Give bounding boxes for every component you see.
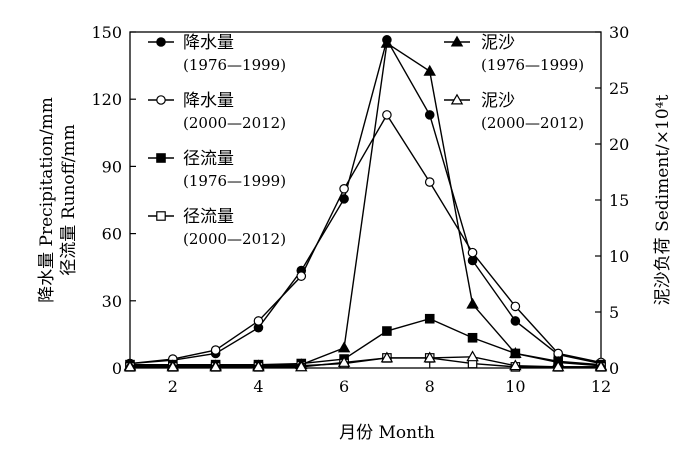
data-point (337, 355, 351, 367)
legend-marker (450, 93, 464, 105)
series-layer (123, 35, 608, 372)
data-point (123, 360, 137, 372)
legend-marker (156, 153, 166, 163)
x-tick-label: 10 (505, 377, 525, 396)
data-point (424, 177, 435, 187)
legend-marker (156, 95, 166, 105)
y-right-tick-label: 20 (609, 135, 629, 154)
data-point (467, 255, 478, 266)
y-axis-left-title-line2: 径流量 Runoff/mm (59, 124, 79, 275)
data-point (382, 326, 392, 336)
legend-label: 泥沙 (481, 91, 515, 111)
data-point (209, 360, 222, 372)
y-right-tick-label: 5 (609, 303, 619, 322)
data-point (467, 332, 478, 343)
series-4 (123, 36, 608, 371)
data-point (510, 316, 521, 326)
legend-period: (1976—1999) (183, 56, 286, 74)
legend-item: 泥沙 (2000—2012) (444, 91, 584, 132)
data-point (380, 351, 394, 363)
data-point (594, 360, 608, 372)
x-tick-label: 12 (591, 377, 611, 396)
data-point (337, 341, 351, 353)
y-right-tick-label: 10 (609, 247, 629, 266)
series-line (130, 42, 602, 367)
y-left-tick-label: 90 (102, 157, 122, 176)
data-point (551, 360, 565, 372)
data-point (510, 301, 521, 312)
y-right-tick-label: 25 (609, 79, 629, 98)
series-5 (123, 350, 608, 372)
y-left-tick-label: 150 (91, 23, 122, 42)
legend-marker (156, 37, 166, 47)
legend-period: (1976—1999) (481, 56, 584, 74)
legend-marker (156, 211, 166, 221)
data-point (253, 316, 264, 326)
x-tick-label: 8 (425, 377, 435, 396)
legend-period: (2000—2012) (183, 230, 286, 248)
legend-label: 降水量 (183, 33, 234, 53)
legend-item: 泥沙 (1976—1999) (444, 33, 584, 74)
x-tick-label: 4 (253, 377, 263, 396)
data-point (295, 360, 308, 372)
y-left-tick-label: 30 (102, 292, 122, 311)
y-left-tick-label: 60 (102, 225, 122, 244)
legend-label: 降水量 (183, 91, 234, 111)
series-line (130, 317, 602, 366)
y-axis-right-title: 泥沙负荷 Sediment/×10⁴t (653, 95, 673, 306)
data-point (166, 360, 180, 372)
legend-period: (2000—2012) (183, 114, 286, 132)
data-point (339, 184, 349, 194)
data-point (424, 313, 435, 324)
y-right-tick-label: 0 (609, 359, 619, 378)
data-point (380, 36, 394, 48)
data-point (466, 297, 479, 309)
legend-label: 径流量 (183, 207, 234, 227)
x-axis-title: 月份 Month (339, 423, 435, 443)
legend-item: 降水量 (2000—2012) (148, 91, 286, 132)
series-line (130, 356, 601, 368)
data-point (423, 351, 436, 363)
series-line (129, 38, 602, 365)
legend-item: 降水量 (1976—1999) (148, 33, 286, 74)
data-point (467, 247, 478, 258)
y-axis-left-title-line1: 降水量 Precipitation/mm (37, 97, 57, 303)
legend: 降水量 (1976—1999) 降水量 (2000—2012) 径流量 (1976—199… (148, 33, 584, 248)
legend-item: 径流量 (2000—2012) (148, 207, 286, 248)
data-point (509, 359, 522, 371)
series-line (129, 113, 602, 365)
legend-item: 径流量 (1976—1999) (148, 149, 286, 190)
x-tick-label: 6 (339, 377, 349, 396)
data-point (382, 110, 392, 120)
legend-marker (450, 35, 464, 47)
data-point (466, 350, 479, 362)
data-point (509, 347, 522, 358)
y-left-tick-label: 0 (112, 359, 122, 378)
y-right-tick-label: 15 (609, 191, 629, 210)
axes: 0 30 60 90 120 150 0 5 10 15 20 25 30 2 4 6 8 10 12 (91, 23, 629, 396)
legend-label: 泥沙 (481, 33, 515, 53)
data-point (210, 345, 221, 355)
data-point (252, 360, 265, 372)
y-left-tick-label: 120 (91, 90, 122, 109)
y-right-tick-label: 30 (609, 23, 629, 42)
legend-label: 径流量 (183, 149, 234, 169)
series-0 (125, 35, 606, 369)
data-point (296, 271, 307, 281)
data-point (424, 110, 435, 120)
x-tick-label: 2 (168, 377, 178, 396)
data-point (423, 64, 436, 76)
legend-period: (1976—1999) (183, 172, 286, 190)
legend-period: (2000—2012) (481, 114, 584, 132)
